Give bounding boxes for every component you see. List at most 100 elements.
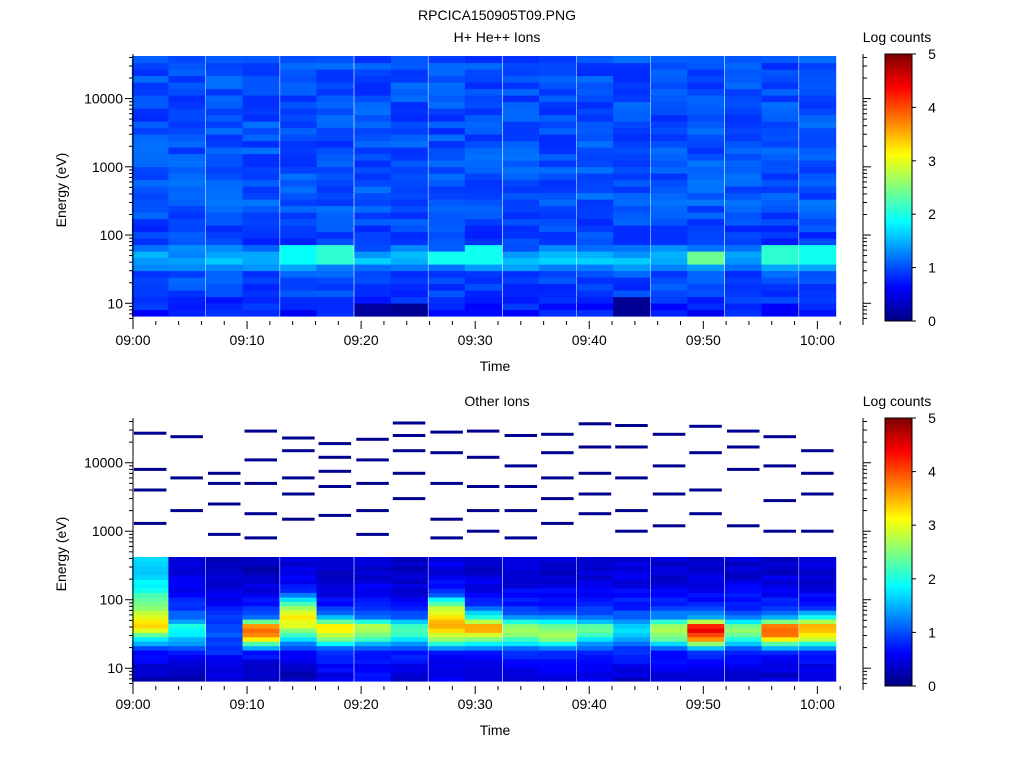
colorbar-segment <box>885 256 912 260</box>
heatmap-cell <box>650 579 688 585</box>
heatmap-cell <box>576 205 614 213</box>
heatmap-cell <box>428 160 466 168</box>
heatmap-cell <box>539 88 577 96</box>
heatmap-cell <box>242 641 280 647</box>
heatmap-cell <box>354 153 392 161</box>
colorbar-segment <box>885 232 912 236</box>
heatmap-cell <box>316 619 354 624</box>
heatmap-cell <box>242 140 280 148</box>
heatmap-cell <box>168 636 206 642</box>
heatmap-cell <box>464 114 502 122</box>
heatmap-cell <box>650 277 688 285</box>
sparse-count-line <box>615 424 648 427</box>
heatmap-cell <box>280 199 318 207</box>
heatmap-cell <box>799 166 837 174</box>
heatmap-cell <box>650 62 688 70</box>
colorbar-segment <box>885 624 912 628</box>
heatmap-cell <box>725 632 763 638</box>
heatmap-cell <box>390 605 428 611</box>
heatmap-cell <box>390 114 428 122</box>
heatmap-cell <box>576 636 614 642</box>
heatmap-cell <box>428 588 466 593</box>
heatmap-cell <box>687 561 725 567</box>
heatmap-cell <box>428 56 466 64</box>
heatmap-cell <box>390 153 428 161</box>
heatmap-cell <box>280 619 318 624</box>
heatmap-cell <box>280 186 318 194</box>
heatmap-cell <box>761 627 799 633</box>
heatmap-cell <box>280 238 318 246</box>
heatmap-cell <box>242 153 280 161</box>
heatmap-cell <box>280 134 318 142</box>
heatmap-cell <box>613 290 651 298</box>
x-tick-label: 09:10 <box>230 696 265 712</box>
heatmap-cell <box>576 658 614 664</box>
colorbar-segment <box>885 243 912 247</box>
heatmap-cell <box>761 140 799 148</box>
colorbar-segment <box>885 139 912 143</box>
heatmap-cell <box>242 166 280 174</box>
heatmap-cell <box>761 645 799 651</box>
heatmap-cell <box>464 108 502 116</box>
heatmap-cell <box>687 592 725 598</box>
colorbar-segment <box>885 629 912 633</box>
panel-title: H+ He++ Ions <box>454 29 541 45</box>
heatmap-cell <box>280 623 318 629</box>
heatmap-cell <box>428 627 466 633</box>
colorbar-segment <box>885 640 912 644</box>
heatmap-cell <box>354 101 392 109</box>
heatmap-cell <box>242 557 280 562</box>
sparse-count-line <box>356 437 389 441</box>
heatmap-cell <box>464 658 502 664</box>
heatmap-cell <box>354 614 392 620</box>
colorbar-segment <box>885 96 912 100</box>
colorbar-segment <box>885 91 912 95</box>
heatmap-cell <box>464 121 502 129</box>
heatmap-cell <box>725 264 763 272</box>
sparse-count-line <box>318 455 352 459</box>
heatmap-cell <box>131 309 169 317</box>
heatmap-cell <box>799 277 837 285</box>
heatmap-cell <box>650 570 688 576</box>
heatmap-cell <box>428 134 466 142</box>
colorbar-segment <box>885 203 912 207</box>
heatmap-cell <box>464 596 502 602</box>
heatmap-cell <box>390 166 428 174</box>
heatmap-cell <box>725 574 763 580</box>
heatmap-cell <box>539 672 577 678</box>
heatmap-cell <box>725 277 763 285</box>
heatmap-cell <box>354 140 392 148</box>
heatmap-cell <box>242 127 280 135</box>
colorbar-segment <box>885 439 912 443</box>
colorbar-segment <box>885 198 912 202</box>
heatmap-cell <box>650 225 688 233</box>
heatmap-cell <box>390 296 428 304</box>
heatmap-cell <box>464 663 502 669</box>
colorbar-segment <box>885 493 912 497</box>
heatmap-cell <box>799 601 837 607</box>
heatmap-cell <box>613 69 651 77</box>
heatmap-cell <box>539 244 577 252</box>
heatmap-cell <box>206 199 244 207</box>
heatmap-cell <box>576 101 614 109</box>
heatmap-cell <box>168 218 206 226</box>
heatmap-cell <box>576 225 614 233</box>
colorbar-segment <box>885 144 912 148</box>
heatmap-cell <box>316 75 354 83</box>
heatmap-cell <box>576 676 614 682</box>
heatmap-cell <box>613 579 651 585</box>
heatmap-cell <box>576 561 614 567</box>
heatmap-cell <box>761 601 799 607</box>
heatmap-cell <box>428 231 466 239</box>
heatmap-cell <box>131 218 169 226</box>
heatmap-cell <box>650 283 688 291</box>
heatmap-cell <box>687 95 725 103</box>
heatmap-cell <box>502 623 540 629</box>
heatmap-cell <box>280 574 318 580</box>
heatmap-cell <box>390 251 428 259</box>
heatmap-cell <box>502 147 540 155</box>
heatmap-cell <box>539 277 577 285</box>
heatmap-cell <box>131 264 169 272</box>
heatmap-cell <box>761 290 799 298</box>
